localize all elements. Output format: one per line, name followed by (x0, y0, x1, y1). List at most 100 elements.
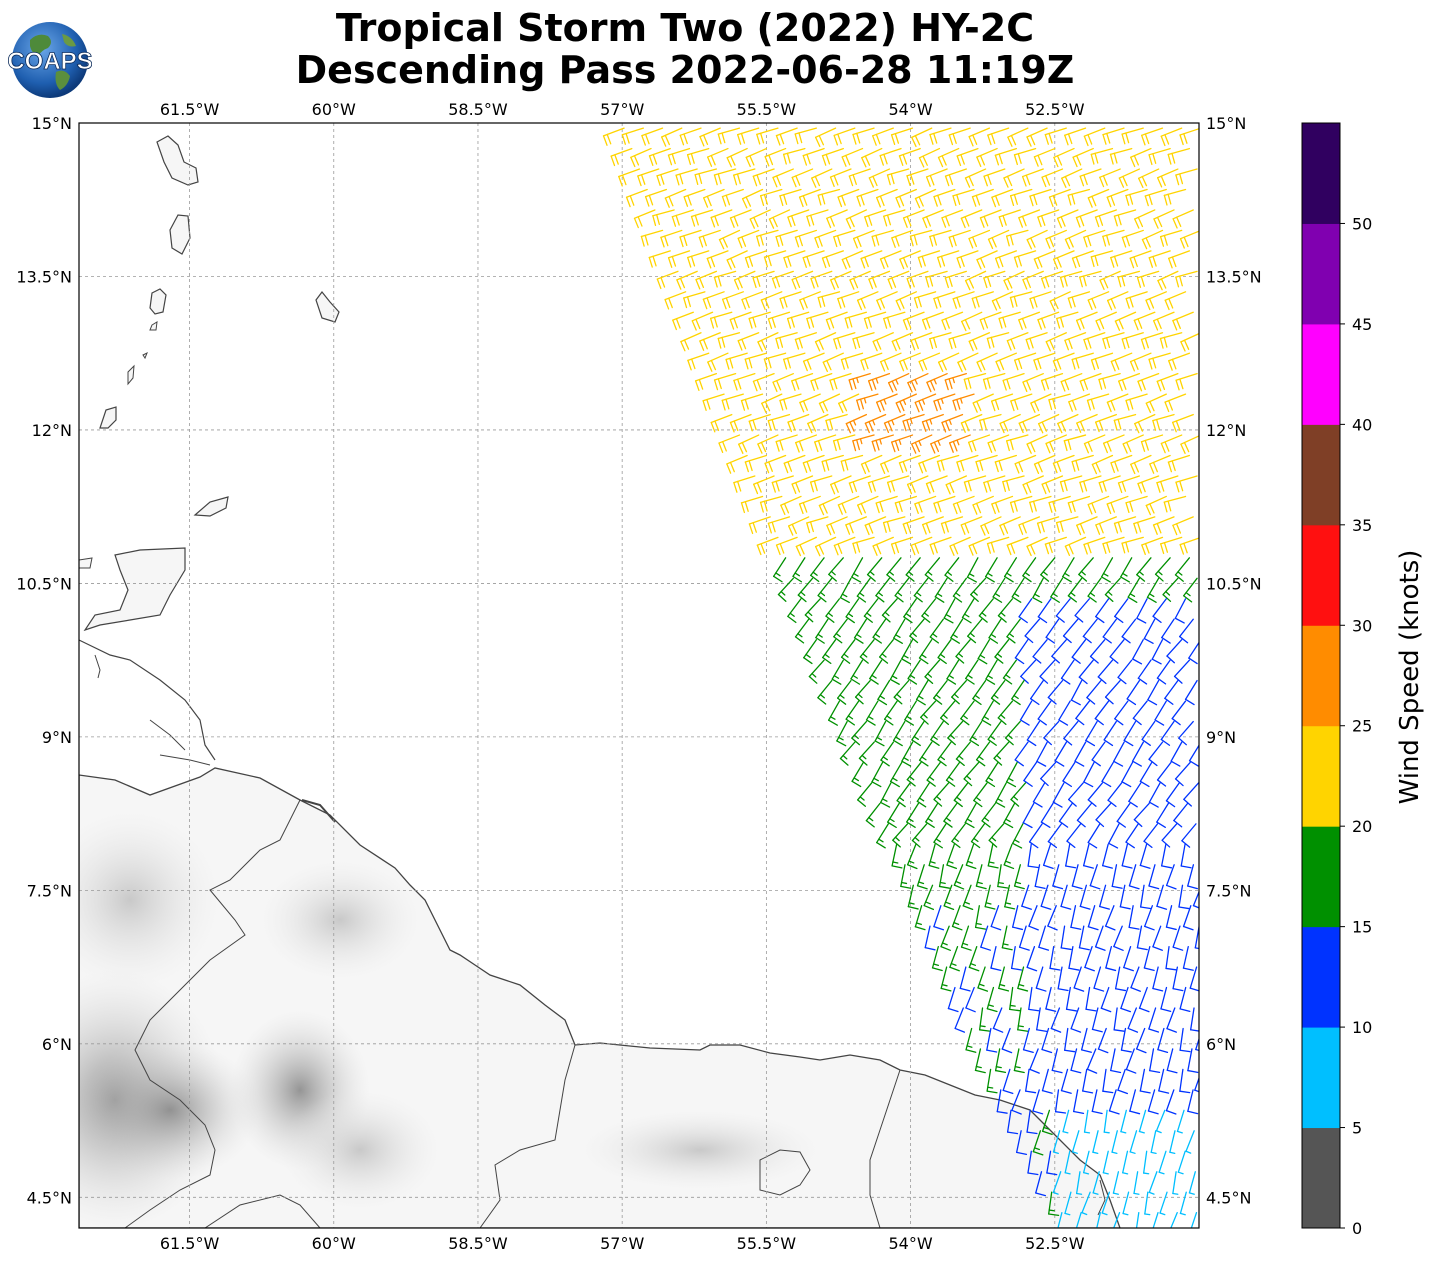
wind-barb (777, 577, 794, 602)
wind-barb (683, 291, 706, 309)
wind-barb (1040, 557, 1056, 582)
wind-barb (1189, 966, 1199, 992)
wind-barb (979, 311, 1002, 330)
wind-barb (891, 843, 903, 869)
wind-barb (1103, 1109, 1110, 1134)
wind-barb (921, 311, 944, 330)
wind-barb (918, 352, 941, 372)
wind-barb (1044, 127, 1067, 145)
wind-barb (1091, 741, 1106, 767)
wind-barb (706, 250, 729, 269)
wind-barb (1140, 332, 1164, 350)
wind-barb (1172, 925, 1184, 951)
lon-tick-label-bottom: 54°W (888, 1234, 932, 1253)
wind-barb (845, 209, 868, 229)
wind-barb (997, 700, 1014, 725)
wind-barb (921, 598, 937, 623)
wind-barb (990, 679, 1006, 705)
wind-barb (1033, 352, 1056, 371)
wind-barb (1110, 352, 1133, 372)
wind-barb (667, 250, 691, 268)
wind-barb (1040, 802, 1054, 828)
wind-barb (1085, 720, 1098, 747)
wind-barb (1078, 925, 1090, 951)
wind-barb (1029, 188, 1052, 207)
wind-barb (822, 352, 844, 372)
wind-barb (1056, 311, 1079, 329)
wind-barb (871, 229, 894, 247)
wind-barb (975, 741, 991, 767)
wind-barb (1060, 373, 1083, 392)
wind-barb (1160, 843, 1173, 869)
wind-barb (810, 270, 833, 289)
wind-barb (925, 475, 948, 494)
wind-barb (961, 311, 983, 332)
wind-barb (737, 127, 760, 145)
wind-barb (1071, 250, 1094, 269)
wind-barb (1041, 1027, 1053, 1054)
wind-barb (856, 577, 871, 603)
wind-barb (985, 557, 998, 583)
wind-barb (1083, 332, 1106, 350)
wind-barb (1051, 1048, 1063, 1074)
wind-barb (1175, 475, 1198, 493)
wind-barb (871, 434, 894, 452)
wind-barb (909, 618, 925, 644)
wind-barb (960, 700, 975, 726)
wind-barb (1020, 659, 1037, 684)
wind-barb (907, 884, 919, 910)
wind-barb (1090, 352, 1114, 371)
wind-barb (1072, 147, 1094, 168)
wind-barb (944, 168, 967, 187)
wind-barb (1047, 905, 1058, 931)
wind-barb (911, 127, 933, 148)
wind-barb (744, 250, 768, 269)
wind-barb (1022, 802, 1035, 829)
wind-barb (1120, 1109, 1127, 1134)
wind-barb (1095, 598, 1110, 624)
wind-barb (1049, 291, 1071, 311)
wind-barb (1052, 1171, 1062, 1195)
wind-barb (1104, 577, 1121, 602)
wind-barb (964, 270, 987, 291)
wind-barb (1183, 782, 1199, 807)
wind-barb (837, 495, 860, 515)
wind-barb (1117, 475, 1141, 494)
wind-barb (1052, 1130, 1061, 1154)
wind-barb (1035, 966, 1047, 992)
wind-barb (1156, 884, 1168, 910)
wind-barb (1125, 188, 1148, 206)
wind-barb (1110, 1048, 1122, 1074)
wind-barb (977, 639, 991, 665)
wind-barb (839, 577, 852, 604)
wind-barb (1106, 393, 1129, 413)
wind-barb (1195, 1037, 1199, 1052)
wind-barb (818, 393, 841, 414)
wind-barb (729, 413, 752, 433)
wind-barb (1120, 986, 1132, 1013)
wind-barb (899, 352, 921, 372)
wind-barb (836, 679, 852, 705)
wind-barb (1055, 516, 1079, 533)
wind-barb (1092, 1130, 1099, 1155)
wind-barb (1144, 1191, 1151, 1216)
wind-barb (1156, 802, 1170, 829)
wind-barb (676, 270, 698, 290)
wind-barb (1010, 393, 1033, 412)
wind-barb (856, 188, 879, 207)
wind-barb (887, 270, 910, 290)
lon-tick-label-top: 54°W (888, 100, 932, 119)
wind-barb (952, 393, 975, 411)
wind-barb (1086, 1048, 1098, 1074)
wind-barb (1017, 966, 1029, 992)
wind-barb (1032, 782, 1046, 808)
wind-barb (868, 168, 891, 188)
wind-barb (779, 393, 802, 411)
wind-barb (1130, 966, 1141, 992)
wind-barb (1192, 890, 1199, 909)
wind-barb (1026, 720, 1041, 747)
wind-barb (1003, 270, 1025, 291)
wind-barb (951, 679, 967, 705)
wind-barb (896, 782, 911, 808)
wind-barb (1152, 1212, 1159, 1228)
